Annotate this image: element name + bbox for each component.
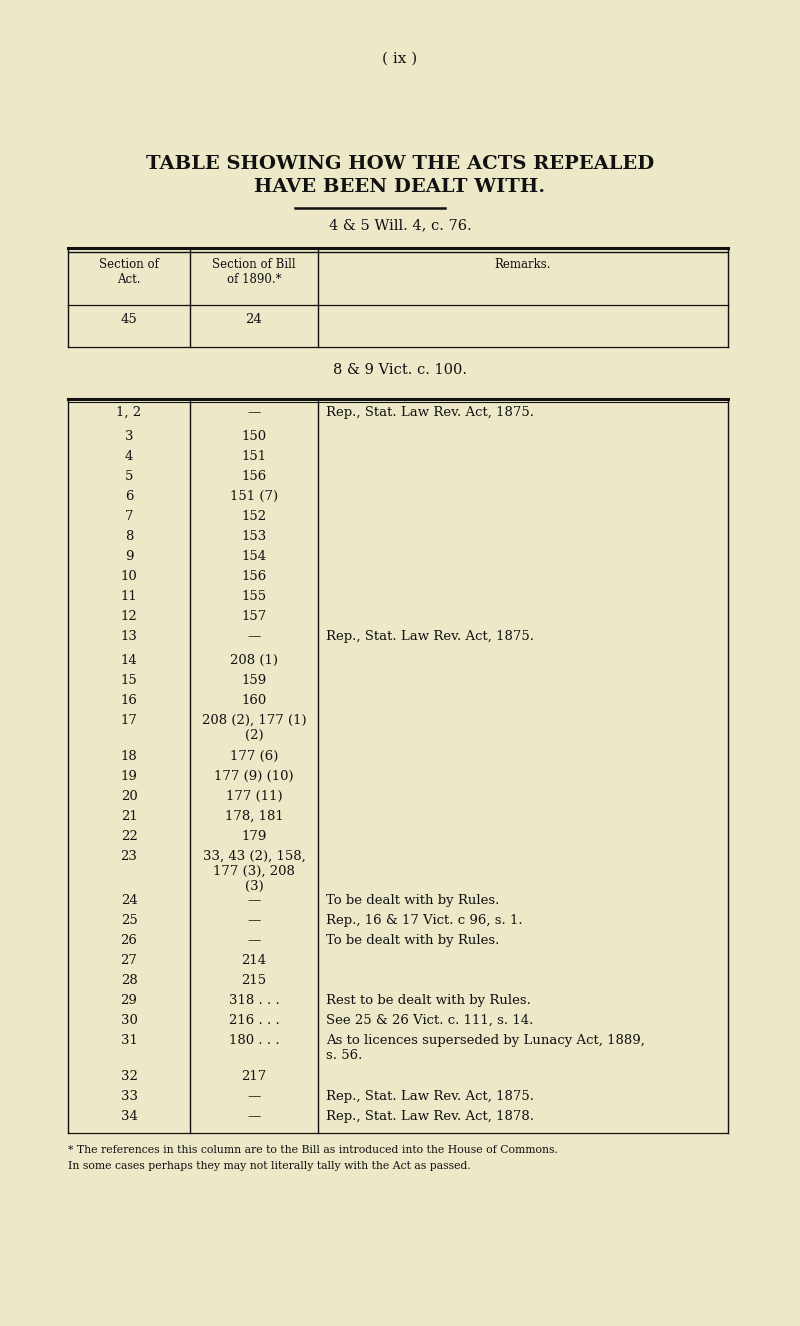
Text: 33, 43 (2), 158,
177 (3), 208
(3): 33, 43 (2), 158, 177 (3), 208 (3) bbox=[202, 850, 306, 892]
Text: 7: 7 bbox=[125, 511, 134, 522]
Text: To be dealt with by Rules.: To be dealt with by Rules. bbox=[326, 934, 499, 947]
Text: 155: 155 bbox=[242, 590, 266, 603]
Text: 180 . . .: 180 . . . bbox=[229, 1034, 279, 1048]
Text: 23: 23 bbox=[121, 850, 138, 863]
Text: —: — bbox=[247, 934, 261, 947]
Text: Rep., Stat. Law Rev. Act, 1875.: Rep., Stat. Law Rev. Act, 1875. bbox=[326, 406, 534, 419]
Text: Rest to be dealt with by Rules.: Rest to be dealt with by Rules. bbox=[326, 994, 531, 1006]
Text: 25: 25 bbox=[121, 914, 138, 927]
Text: 33: 33 bbox=[121, 1090, 138, 1103]
Text: * The references in this column are to the Bill as introduced into the House of : * The references in this column are to t… bbox=[68, 1144, 558, 1155]
Text: —: — bbox=[247, 894, 261, 907]
Text: 177 (6): 177 (6) bbox=[230, 751, 278, 762]
Text: 21: 21 bbox=[121, 810, 138, 823]
Text: 27: 27 bbox=[121, 953, 138, 967]
Text: 157: 157 bbox=[242, 610, 266, 623]
Text: Rep., Stat. Law Rev. Act, 1875.: Rep., Stat. Law Rev. Act, 1875. bbox=[326, 1090, 534, 1103]
Text: ( ix ): ( ix ) bbox=[382, 52, 418, 66]
Text: 4: 4 bbox=[125, 450, 133, 463]
Text: 32: 32 bbox=[121, 1070, 138, 1083]
Text: 160: 160 bbox=[242, 693, 266, 707]
Text: 159: 159 bbox=[242, 674, 266, 687]
Text: 28: 28 bbox=[121, 975, 138, 987]
Text: 208 (1): 208 (1) bbox=[230, 654, 278, 667]
Text: 16: 16 bbox=[121, 693, 138, 707]
Text: Remarks.: Remarks. bbox=[494, 259, 551, 271]
Text: 12: 12 bbox=[121, 610, 138, 623]
Text: 45: 45 bbox=[121, 313, 138, 326]
Text: Rep., 16 & 17 Vict. c 96, s. 1.: Rep., 16 & 17 Vict. c 96, s. 1. bbox=[326, 914, 522, 927]
Text: 4 & 5 Will. 4, c. 76.: 4 & 5 Will. 4, c. 76. bbox=[329, 217, 471, 232]
Text: 1, 2: 1, 2 bbox=[117, 406, 142, 419]
Text: 216 . . .: 216 . . . bbox=[229, 1014, 279, 1028]
Text: 31: 31 bbox=[121, 1034, 138, 1048]
Text: 11: 11 bbox=[121, 590, 138, 603]
Text: See 25 & 26 Vict. c. 111, s. 14.: See 25 & 26 Vict. c. 111, s. 14. bbox=[326, 1014, 534, 1028]
Text: 18: 18 bbox=[121, 751, 138, 762]
Text: 29: 29 bbox=[121, 994, 138, 1006]
Text: 178, 181: 178, 181 bbox=[225, 810, 283, 823]
Text: 215: 215 bbox=[242, 975, 266, 987]
Text: 154: 154 bbox=[242, 550, 266, 564]
Text: Rep., Stat. Law Rev. Act, 1878.: Rep., Stat. Law Rev. Act, 1878. bbox=[326, 1110, 534, 1123]
Text: 10: 10 bbox=[121, 570, 138, 583]
Text: 14: 14 bbox=[121, 654, 138, 667]
Text: 217: 217 bbox=[242, 1070, 266, 1083]
Text: 156: 156 bbox=[242, 570, 266, 583]
Text: 26: 26 bbox=[121, 934, 138, 947]
Text: 214: 214 bbox=[242, 953, 266, 967]
Text: 19: 19 bbox=[121, 770, 138, 782]
Text: —: — bbox=[247, 914, 261, 927]
Text: 6: 6 bbox=[125, 491, 134, 503]
Text: 177 (11): 177 (11) bbox=[226, 790, 282, 804]
Text: 5: 5 bbox=[125, 469, 133, 483]
Text: Rep., Stat. Law Rev. Act, 1875.: Rep., Stat. Law Rev. Act, 1875. bbox=[326, 630, 534, 643]
Text: 34: 34 bbox=[121, 1110, 138, 1123]
Text: —: — bbox=[247, 630, 261, 643]
Text: 318 . . .: 318 . . . bbox=[229, 994, 279, 1006]
Text: 156: 156 bbox=[242, 469, 266, 483]
Text: 151 (7): 151 (7) bbox=[230, 491, 278, 503]
Text: 208 (2), 177 (1)
(2): 208 (2), 177 (1) (2) bbox=[202, 713, 306, 743]
Text: TABLE SHOWING HOW THE ACTS REPEALED: TABLE SHOWING HOW THE ACTS REPEALED bbox=[146, 155, 654, 172]
Text: 30: 30 bbox=[121, 1014, 138, 1028]
Text: As to licences superseded by Lunacy Act, 1889,
s. 56.: As to licences superseded by Lunacy Act,… bbox=[326, 1034, 645, 1062]
Text: HAVE BEEN DEALT WITH.: HAVE BEEN DEALT WITH. bbox=[254, 178, 546, 196]
Text: 17: 17 bbox=[121, 713, 138, 727]
Text: In some cases perhaps they may not literally tally with the Act as passed.: In some cases perhaps they may not liter… bbox=[68, 1162, 470, 1171]
Text: 9: 9 bbox=[125, 550, 134, 564]
Text: —: — bbox=[247, 406, 261, 419]
Text: 8 & 9 Vict. c. 100.: 8 & 9 Vict. c. 100. bbox=[333, 363, 467, 377]
Text: 8: 8 bbox=[125, 530, 133, 544]
Text: 152: 152 bbox=[242, 511, 266, 522]
Text: 151: 151 bbox=[242, 450, 266, 463]
Text: To be dealt with by Rules.: To be dealt with by Rules. bbox=[326, 894, 499, 907]
Text: 22: 22 bbox=[121, 830, 138, 843]
Text: 24: 24 bbox=[246, 313, 262, 326]
Text: 13: 13 bbox=[121, 630, 138, 643]
Text: Section of Bill
of 1890.*: Section of Bill of 1890.* bbox=[212, 259, 296, 286]
Text: 153: 153 bbox=[242, 530, 266, 544]
Text: —: — bbox=[247, 1110, 261, 1123]
Text: 150: 150 bbox=[242, 430, 266, 443]
Text: 15: 15 bbox=[121, 674, 138, 687]
Text: 20: 20 bbox=[121, 790, 138, 804]
Text: —: — bbox=[247, 1090, 261, 1103]
Text: Section of
Act.: Section of Act. bbox=[99, 259, 159, 286]
Text: 24: 24 bbox=[121, 894, 138, 907]
Text: 179: 179 bbox=[242, 830, 266, 843]
Text: 3: 3 bbox=[125, 430, 134, 443]
Text: 177 (9) (10): 177 (9) (10) bbox=[214, 770, 294, 782]
